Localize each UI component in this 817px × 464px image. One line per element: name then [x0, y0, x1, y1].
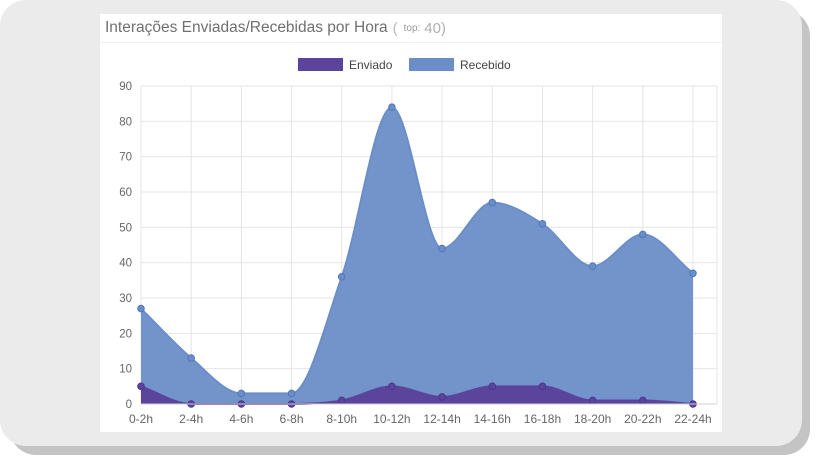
point-recebido [187, 354, 195, 362]
y-tick-label: 60 [119, 187, 132, 199]
point-enviado [337, 396, 346, 405]
x-tick-label: 6-8h [280, 412, 304, 426]
paren-open: ( [392, 19, 398, 37]
panel-header: Interações Enviadas/Recebidas por Hora (… [100, 14, 722, 43]
point-enviado [639, 396, 647, 405]
point-recebido [639, 230, 647, 239]
legend-label-enviado: Enviado [349, 58, 393, 72]
x-tick-label: 16-18h [524, 412, 561, 426]
point-recebido [689, 269, 697, 278]
x-tick-label: 2-4h [179, 412, 203, 426]
area-recebido [141, 107, 693, 404]
x-tick-label: 10-12h [373, 412, 410, 426]
chart-title: Interações Enviadas/Recebidas por Hora [105, 19, 388, 36]
point-enviado [388, 382, 396, 391]
x-tick-label: 14-16h [474, 412, 511, 426]
x-tick-label: 18-20h [574, 412, 611, 426]
point-recebido [538, 220, 547, 228]
top-value: 40) [424, 19, 446, 37]
x-tick-label: 22-24h [674, 412, 711, 426]
point-recebido [287, 389, 296, 398]
point-recebido [237, 389, 246, 398]
y-tick-label: 40 [119, 258, 132, 270]
point-enviado [438, 393, 446, 401]
legend-label-recebido: Recebido [460, 58, 511, 72]
point-recebido [388, 103, 396, 111]
y-tick-label: 20 [119, 328, 132, 340]
legend-swatch-enviado [298, 58, 343, 71]
y-tick-label: 0 [126, 399, 132, 411]
chart-panel: Interações Enviadas/Recebidas por Hora (… [100, 14, 722, 432]
point-recebido [337, 273, 346, 281]
y-tick-label: 50 [119, 222, 132, 234]
x-tick-label: 8-10h [326, 412, 357, 426]
top-label: top: [403, 22, 421, 34]
point-enviado [137, 382, 145, 391]
area-chart: 0 10 20 30 40 50 60 70 80 90 0-2h 2-4h 4-6h 6-8h 8-10h… [119, 58, 718, 426]
y-tick-label: 30 [119, 293, 132, 305]
y-tick-label: 80 [119, 116, 132, 128]
point-enviado [488, 382, 497, 391]
y-tick-label: 90 [119, 81, 132, 93]
point-recebido [438, 244, 446, 253]
x-tick-label: 20-22h [624, 412, 661, 426]
x-tick-label: 4-6h [229, 412, 253, 426]
x-tick-label: 12-14h [423, 412, 460, 426]
x-tick-label: 0-2h [129, 412, 153, 426]
y-tick-label: 70 [119, 152, 132, 164]
area-enviado [141, 386, 693, 404]
point-recebido [588, 262, 597, 270]
legend-swatch-recebido [409, 58, 454, 71]
point-enviado [538, 382, 547, 391]
point-recebido [488, 198, 497, 207]
point-enviado [588, 396, 597, 405]
y-tick-label: 10 [119, 364, 132, 376]
point-recebido [137, 304, 145, 313]
